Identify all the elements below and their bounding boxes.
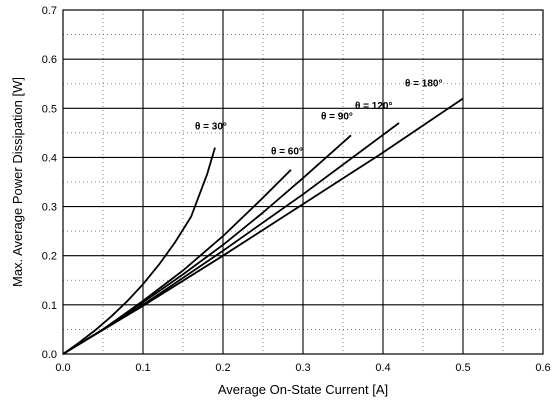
- series-label-2: θ = 60°: [271, 147, 303, 158]
- series-labels: θ = 30° θ = 60° θ = 90°θ = 120° θ = 180°: [195, 78, 443, 157]
- y-tick-label: 0.1: [42, 300, 57, 312]
- y-tick-label: 0.6: [42, 54, 57, 66]
- series-label-5: θ = 180°: [405, 78, 443, 89]
- x-tick-label: 0.4: [375, 362, 390, 374]
- series-label-1: θ = 30°: [195, 122, 227, 133]
- x-axis-label: Average On-State Current [A]: [218, 382, 388, 397]
- series-line-2: [62, 169, 292, 355]
- y-tick-label: 0.3: [42, 202, 57, 214]
- grid: [63, 10, 543, 354]
- plot-frame: [62, 9, 544, 355]
- x-tick-label: 0.5: [455, 362, 470, 374]
- series-label-4: θ = 120°: [355, 101, 393, 112]
- y-tick-label: 0.5: [42, 103, 57, 115]
- y-tick-label: 0.4: [42, 152, 57, 164]
- series-line-1: [62, 147, 216, 355]
- x-tick-label: 0.2: [215, 362, 230, 374]
- tick-labels: 0.0 0.1 0.2 0.3 0.4 0.5 0.6 0.0 0.1 0.2 0.3 0.4 0.5 0…: [42, 5, 551, 374]
- y-axis-label: Max. Average Power Dissipation [W]: [10, 77, 25, 287]
- x-tick-label: 0.6: [535, 362, 550, 374]
- x-tick-label: 0.0: [55, 362, 70, 374]
- series-label-3: θ = 90°: [321, 111, 353, 122]
- y-tick-label: 0.0: [42, 349, 57, 361]
- series-lines: [62, 97, 464, 355]
- series-line-5: [62, 97, 464, 355]
- x-tick-label: 0.1: [135, 362, 150, 374]
- x-tick-label: 0.3: [295, 362, 310, 374]
- y-tick-label: 0.7: [42, 5, 57, 17]
- y-tick-label: 0.2: [42, 251, 57, 263]
